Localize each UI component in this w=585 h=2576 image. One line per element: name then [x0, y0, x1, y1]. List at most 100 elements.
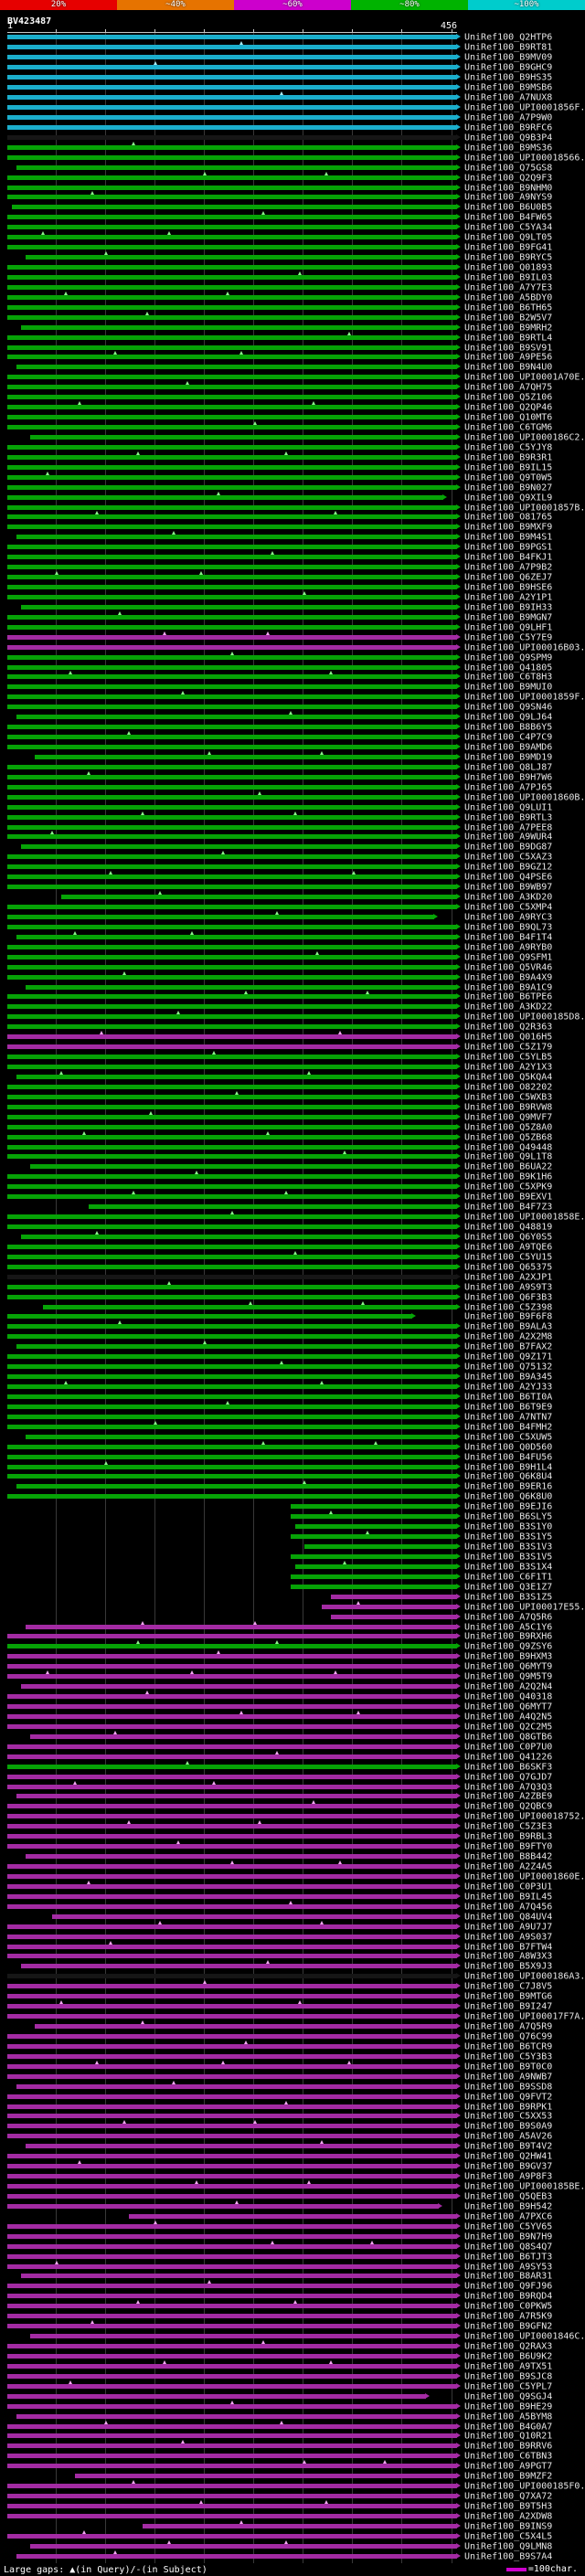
alignment-bar[interactable]	[7, 914, 435, 919]
alignment-bar[interactable]	[7, 1934, 457, 1939]
hit-label[interactable]: UniRef100_A7Q5R9	[464, 2021, 553, 2032]
alignment-bar[interactable]	[7, 745, 457, 750]
alignment-bar[interactable]	[7, 1893, 457, 1899]
hit-label[interactable]: UniRef100_UPI00017F7A...	[464, 2011, 585, 2022]
hit-label[interactable]: UniRef100_Q6F3B3	[464, 1292, 553, 1303]
alignment-bar[interactable]	[7, 2484, 457, 2489]
hit-label[interactable]: UniRef100_Q9SGJ4	[464, 2391, 553, 2402]
hit-label[interactable]: UniRef100_A7Q5R6	[464, 1612, 553, 1623]
hit-label[interactable]: UniRef100_B3S1V3	[464, 1542, 553, 1553]
hit-label[interactable]: UniRef100_B9MV09	[464, 52, 553, 63]
alignment-bar[interactable]	[20, 844, 457, 850]
hit-label[interactable]: UniRef100_B9MGN7	[464, 612, 553, 623]
alignment-bar[interactable]	[7, 2053, 457, 2059]
hit-label[interactable]: UniRef100_Q10R21	[464, 2431, 553, 2442]
alignment-bar[interactable]	[7, 1334, 457, 1340]
alignment-bar[interactable]	[7, 1055, 457, 1060]
hit-label[interactable]: UniRef100_B6TH65	[464, 302, 553, 313]
hit-label[interactable]: UniRef100_B5X9J3	[464, 1961, 553, 1972]
alignment-bar[interactable]	[7, 245, 457, 250]
hit-label[interactable]: UniRef100_Q40318	[464, 1691, 553, 1702]
hit-label[interactable]: UniRef100_B9HXM3	[464, 1651, 553, 1662]
hit-label[interactable]: UniRef100_B9MZF2	[464, 2471, 553, 2482]
alignment-bar[interactable]	[7, 2253, 457, 2259]
hit-label[interactable]: UniRef100_UPI00018566...	[464, 153, 585, 164]
hit-label[interactable]: UniRef100_A7NTN7	[464, 1412, 553, 1423]
alignment-bar[interactable]	[7, 2393, 426, 2399]
hit-label[interactable]: UniRef100_A2XJP1	[464, 1272, 553, 1283]
hit-label[interactable]: UniRef100_B9FTY0	[464, 1841, 553, 1852]
alignment-bar[interactable]	[7, 944, 457, 949]
alignment-bar[interactable]	[331, 1614, 457, 1619]
alignment-bar[interactable]	[7, 2423, 457, 2429]
alignment-bar[interactable]	[7, 594, 457, 599]
hit-label[interactable]: UniRef100_B9NHM0	[464, 183, 553, 194]
hit-label[interactable]: UniRef100_B4FU56	[464, 1452, 553, 1463]
hit-label[interactable]: UniRef100_B9GV37	[464, 2161, 553, 2172]
alignment-bar[interactable]	[7, 1784, 457, 1789]
hit-label[interactable]: UniRef100_B6SLY5	[464, 1511, 553, 1522]
alignment-bar[interactable]	[7, 1114, 457, 1119]
hit-label[interactable]: UniRef100_B9RXH6	[464, 1631, 553, 1642]
hit-label[interactable]: UniRef100_B9SV91	[464, 343, 553, 354]
hit-label[interactable]: UniRef100_A7Q3Q3	[464, 1782, 553, 1793]
hit-label[interactable]: UniRef100_B9QL73	[464, 922, 553, 933]
alignment-bar[interactable]	[7, 1944, 457, 1949]
alignment-bar[interactable]	[7, 974, 457, 980]
alignment-bar[interactable]	[7, 1084, 457, 1089]
alignment-bar[interactable]	[7, 1804, 457, 1809]
alignment-bar[interactable]	[7, 454, 457, 460]
hit-label[interactable]: UniRef100_Q4PSE6	[464, 872, 553, 883]
alignment-bar[interactable]	[7, 494, 444, 500]
alignment-bar[interactable]	[7, 525, 457, 530]
hit-label[interactable]: UniRef100_C6TGM6	[464, 422, 553, 433]
hit-label[interactable]: UniRef100_A2YJ33	[464, 1382, 553, 1393]
alignment-bar[interactable]	[7, 644, 457, 650]
hit-label[interactable]: UniRef100_A2Y1P1	[464, 592, 553, 603]
alignment-bar[interactable]	[7, 345, 457, 350]
hit-label[interactable]: UniRef100_UPI000186C2...	[464, 432, 585, 443]
alignment-bar[interactable]	[7, 664, 457, 670]
hit-label[interactable]: UniRef100_Q65375	[464, 1262, 553, 1273]
alignment-bar[interactable]	[7, 124, 457, 130]
alignment-bar[interactable]	[7, 484, 457, 490]
alignment-bar[interactable]	[7, 464, 457, 470]
alignment-bar[interactable]	[34, 754, 457, 759]
hit-label[interactable]: UniRef100_A7NUX8	[464, 92, 553, 103]
alignment-bar[interactable]	[7, 2043, 457, 2049]
hit-label[interactable]: UniRef100_B2W5V7	[464, 313, 553, 323]
hit-label[interactable]: UniRef100_B9MXF9	[464, 522, 553, 533]
hit-label[interactable]: UniRef100_A2XDW8	[464, 2511, 553, 2522]
hit-label[interactable]: UniRef100_B6UA22	[464, 1161, 553, 1172]
hit-label[interactable]: UniRef100_Q5KQA4	[464, 1072, 553, 1083]
alignment-bar[interactable]	[7, 274, 457, 280]
alignment-bar[interactable]	[25, 984, 457, 990]
alignment-bar[interactable]	[7, 2324, 457, 2329]
hit-label[interactable]: UniRef100_B4F1T4	[464, 932, 553, 943]
alignment-bar[interactable]	[7, 1214, 457, 1220]
alignment-bar[interactable]	[7, 864, 457, 870]
hit-label[interactable]: UniRef100_UPI0001859F...	[464, 692, 585, 703]
alignment-bar[interactable]	[7, 725, 457, 730]
hit-label[interactable]: UniRef100_UPI0001860B...	[464, 792, 585, 803]
hit-label[interactable]: UniRef100_UPI000186A3...	[464, 1971, 585, 1982]
hit-label[interactable]: UniRef100_B9RBL3	[464, 1831, 553, 1842]
hit-label[interactable]: UniRef100_B9T5H3	[464, 2501, 553, 2512]
hit-label[interactable]: UniRef100_Q3E1Z7	[464, 1582, 553, 1593]
alignment-bar[interactable]	[303, 1544, 457, 1550]
alignment-bar[interactable]	[7, 1284, 457, 1289]
hit-label[interactable]: UniRef100_Q9SPM9	[464, 652, 553, 663]
hit-label[interactable]: UniRef100_A7Y7E3	[464, 282, 553, 293]
hit-label[interactable]: UniRef100_B9ER16	[464, 1481, 553, 1492]
hit-label[interactable]: UniRef100_B9DG87	[464, 842, 553, 853]
alignment-bar[interactable]	[290, 1534, 457, 1540]
alignment-bar[interactable]	[7, 634, 457, 640]
alignment-bar[interactable]	[7, 735, 457, 740]
alignment-bar[interactable]	[7, 304, 457, 310]
alignment-bar[interactable]	[7, 1194, 457, 1200]
alignment-bar[interactable]	[7, 134, 457, 140]
hit-label[interactable]: UniRef100_B8AR31	[464, 2271, 553, 2282]
alignment-bar[interactable]	[290, 1574, 457, 1579]
alignment-bar[interactable]	[7, 2004, 457, 2009]
hit-label[interactable]: UniRef100_UPI0001A70E...	[464, 372, 585, 383]
